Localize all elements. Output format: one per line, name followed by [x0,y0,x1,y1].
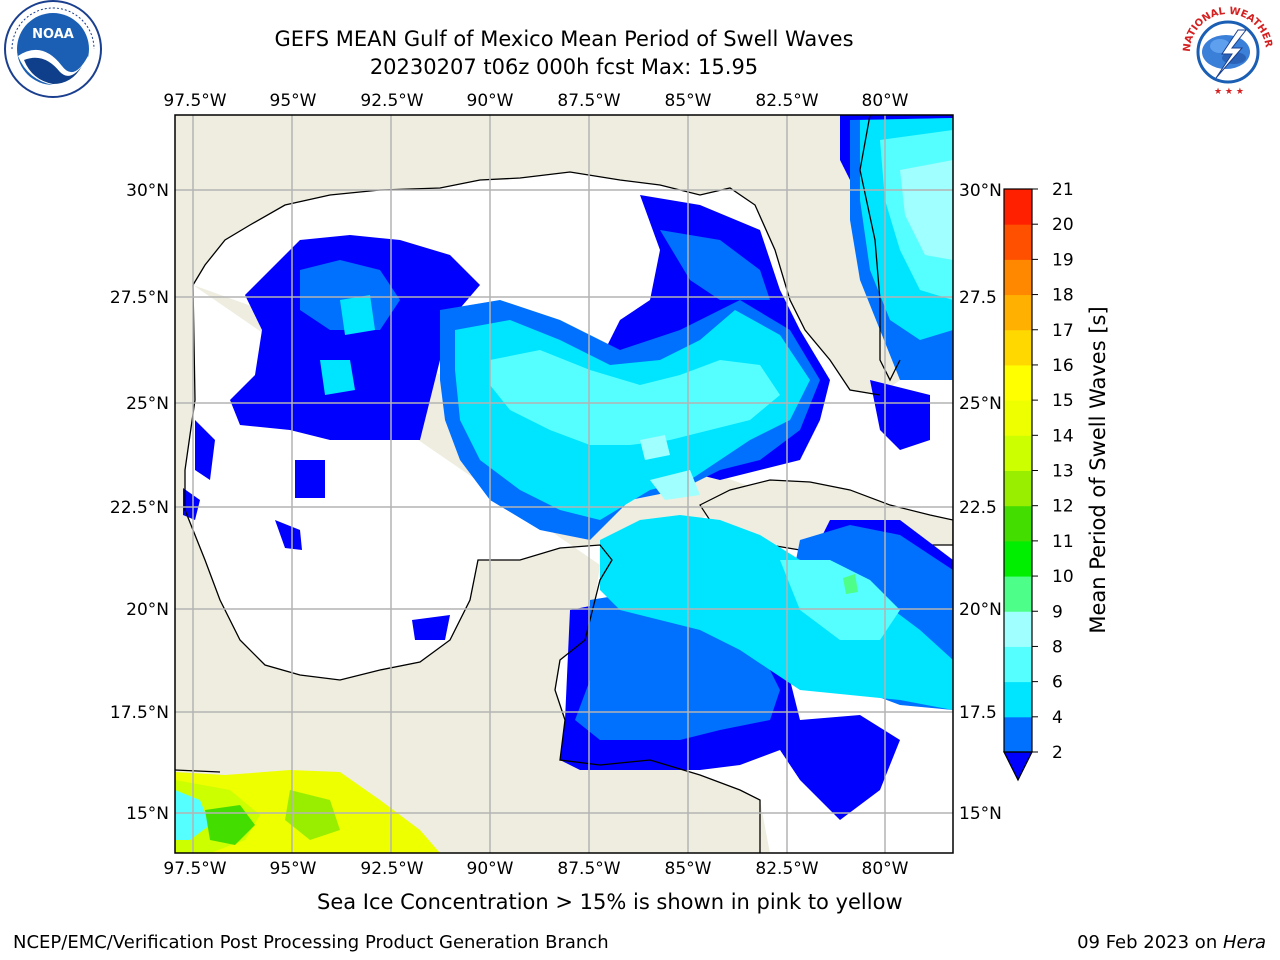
colorbar-tick-label: 17 [1052,321,1074,341]
lon-label: 90°W [467,91,514,111]
lat-label: 25°N [959,394,1002,414]
coastlines [175,115,901,853]
map-frame [174,114,954,854]
colorbar-segment [1004,364,1032,401]
lat-label: 17.5°N [110,703,169,723]
lon-label: 80°W [862,859,909,879]
colorbar-tick-label: 11 [1052,532,1074,552]
colorbar-tick-label: 20 [1052,215,1074,235]
colorbar-tick-label: 15 [1052,391,1074,411]
lat-labels-left: 30°N 27.5°N 25°N 22.5°N 20°N 17.5°N 15°N [110,181,169,824]
lon-labels-bottom: 97.5°W 95°W 92.5°W 90°W 87.5°W 85°W 82.5… [163,859,908,879]
lat-label: 30°N [959,181,1002,201]
colorbar-segment [1004,611,1032,647]
lat-label: 30°N [126,181,169,201]
colorbar: 2 4 6 8 9 10 11 12 13 14 15 16 17 18 19 20 21 [1003,180,1074,782]
colorbar-segment [1004,400,1032,436]
colorbar-tick-label: 6 [1052,673,1063,693]
lon-label: 85°W [665,91,712,111]
colorbar-tick-label: 21 [1052,180,1074,200]
lon-label: 97.5°W [163,859,226,879]
lon-label: 97.5°W [163,91,226,111]
map-title: GEFS MEAN Gulf of Mexico Mean Period of … [274,27,854,51]
lat-label: 15°N [959,804,1002,824]
colorbar-segment [1004,505,1032,542]
lon-label: 87.5°W [557,859,620,879]
colorbar-tick-label: 18 [1052,286,1074,306]
svg-text:★ ★ ★: ★ ★ ★ [1214,87,1244,97]
colorbar-tick-label: 9 [1052,602,1063,622]
colorbar-tick-label: 8 [1052,637,1063,657]
lon-label: 87.5°W [557,91,620,111]
colorbar-extend [1003,751,1033,782]
map-subtitle: 20230207 t06z 000h fcst Max: 15.95 [369,55,759,79]
colorbar-segment [1004,329,1032,366]
lon-label: 95°W [270,859,317,879]
lon-label: 82.5°W [755,859,818,879]
pacific-southwest-field [175,770,440,853]
colorbar-tick-label: 12 [1052,497,1074,517]
lon-label: 92.5°W [360,91,423,111]
colorbar-segment [1004,576,1032,612]
host-text: Hera [1222,932,1266,953]
colorbar-segment [1004,224,1032,260]
colorbar-label: Mean Period of Swell Waves [s] [1086,306,1110,633]
lat-label: 22.5 [959,498,997,518]
lon-labels-top: 97.5°W 95°W 92.5°W 90°W 87.5°W 85°W 82.5… [163,91,908,111]
lat-label: 22.5°N [110,498,169,518]
colorbar-segment [1004,294,1032,331]
lon-label: 82.5°W [755,91,818,111]
colorbar-tick-label: 16 [1052,356,1074,376]
lon-label: 90°W [467,859,514,879]
lat-label: 25°N [126,394,169,414]
lat-label: 17.5 [959,703,997,723]
date-host-text: 09 Feb 2023 on Hera [1077,932,1266,953]
colorbar-segment [1004,470,1032,507]
colorbar-tick-label: 14 [1052,426,1074,446]
swell-field-green [843,574,858,594]
lon-label: 92.5°W [360,859,423,879]
noaa-logo: NOAA [4,0,102,98]
colorbar-segment [1004,435,1032,471]
lon-label: 80°W [862,91,909,111]
date-text: 09 Feb 2023 on [1077,932,1223,953]
colorbar-tick-label: 10 [1052,567,1074,587]
nws-logo: NATIONAL WEATHER SERVICE ★ ★ ★ [1176,0,1274,98]
colorbar-tick-label: 4 [1052,708,1063,728]
lat-label: 15°N [126,804,169,824]
colorbar-segment [1004,646,1032,683]
lat-label: 27.5°N [110,288,169,308]
colorbar-segment [1004,259,1032,296]
colorbar-tick-label: 19 [1052,250,1074,270]
credit-text: NCEP/EMC/Verification Post Processing Pr… [13,932,609,953]
graticule [175,115,953,853]
colorbar-segment [1004,681,1032,718]
colorbar-tick-label: 2 [1052,743,1063,763]
lat-label: 20°N [126,600,169,620]
colorbar-segment [1004,189,1032,225]
colorbar-segment [1004,716,1032,753]
swell-field-pale-cyan [640,160,953,500]
colorbar-segment [1004,540,1032,577]
lat-labels-right: 30°N 27.5 25°N 22.5 20°N 17.5 15°N [959,181,1002,824]
colorbar-tick-label: 13 [1052,462,1074,482]
lat-label: 27.5 [959,288,997,308]
lat-label: 20°N [959,600,1002,620]
lon-label: 95°W [270,91,317,111]
lon-label: 85°W [665,859,712,879]
svg-text:NOAA: NOAA [32,27,74,42]
